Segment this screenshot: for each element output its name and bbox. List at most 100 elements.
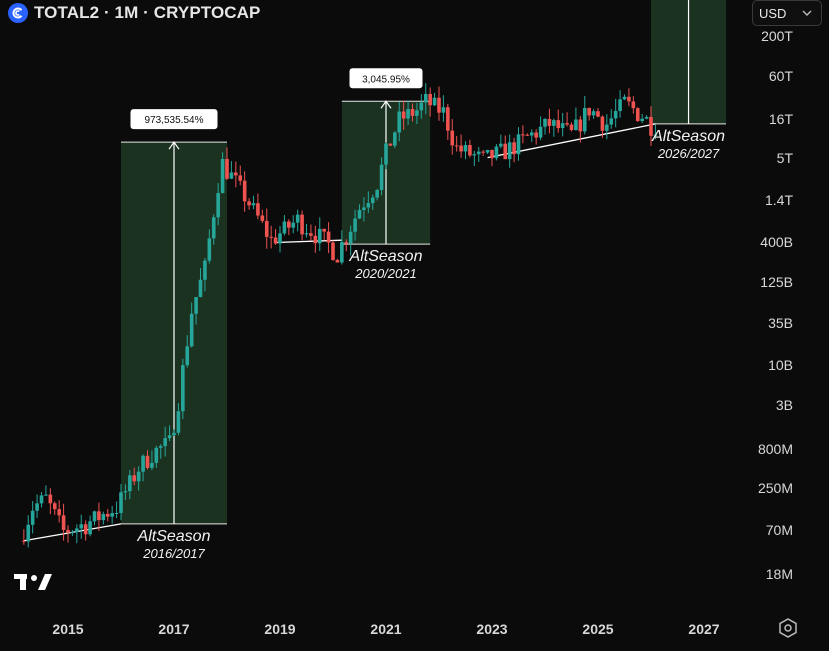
y-tick-label: 1.4T: [765, 192, 793, 208]
candle-body: [278, 233, 282, 244]
candle-body: [441, 107, 446, 113]
candle-body: [538, 126, 543, 138]
candle-body: [468, 145, 472, 156]
candle-body: [189, 313, 194, 347]
candle-body: [574, 119, 578, 131]
candle-body: [97, 511, 101, 521]
candle-body: [547, 118, 552, 126]
candle-body: [145, 455, 150, 468]
candle-body: [379, 164, 384, 190]
candle-body: [428, 93, 432, 106]
candle-body: [26, 524, 31, 542]
trendline: [275, 239, 342, 244]
y-axis[interactable]: 200T 60T 16T 5T 1.4T 400B 125B 35B 10B 3B 800M 250M…: [758, 28, 793, 582]
candle-body: [39, 495, 44, 504]
candle-body: [627, 96, 631, 102]
candle-body: [141, 455, 145, 472]
candle-body: [640, 118, 644, 122]
candle-body: [587, 107, 591, 116]
x-tick-label: 2015: [52, 621, 83, 637]
y-tick-label: 800M: [758, 441, 793, 457]
candle-body: [357, 209, 362, 219]
candle-body: [485, 149, 490, 153]
candle-body: [309, 233, 313, 236]
candle-body: [300, 214, 304, 235]
tradingview-logo-icon[interactable]: [14, 572, 54, 592]
y-tick-label: 70M: [766, 522, 793, 538]
y-tick-label: 16T: [769, 111, 794, 127]
candle-body: [507, 142, 512, 160]
candle-body: [366, 203, 371, 208]
candle-body: [176, 411, 181, 433]
candle-body: [459, 145, 463, 152]
candle-body: [552, 120, 556, 126]
candle-body: [388, 143, 393, 146]
candle-body: [203, 260, 207, 280]
candle-body: [393, 132, 397, 146]
y-tick-label: 200T: [761, 28, 793, 44]
currency-select[interactable]: USD: [752, 0, 822, 26]
candle-body: [185, 346, 190, 366]
candle-body: [295, 214, 300, 223]
y-tick-label: 18M: [766, 566, 793, 582]
candle-body: [384, 143, 388, 165]
candle-body: [114, 513, 119, 515]
candle-body: [225, 158, 229, 179]
x-tick-label: 2023: [476, 621, 507, 637]
candle-body: [52, 503, 57, 510]
candle-body: [326, 231, 331, 243]
altseason-period: 2020/2021: [354, 266, 416, 281]
candle-body: [136, 471, 141, 482]
candle-body: [631, 101, 636, 109]
candle-body: [569, 124, 574, 131]
candle-body: [335, 259, 340, 263]
candle-body: [234, 172, 238, 176]
candle-body: [503, 143, 508, 160]
settings-icon[interactable]: [777, 617, 799, 639]
candle-body: [273, 237, 278, 244]
candle-body: [260, 215, 265, 221]
chevron-down-icon: [802, 10, 812, 16]
candle-body: [110, 513, 114, 517]
candle-body: [119, 492, 123, 514]
x-tick-label: 2021: [370, 621, 401, 637]
candle-body: [35, 503, 39, 511]
candle-body: [397, 111, 402, 133]
altseason-title: AltSeason: [349, 248, 423, 265]
candle-body: [353, 218, 357, 232]
candle-body: [30, 510, 35, 525]
y-tick-label: 60T: [769, 68, 794, 84]
y-tick-label: 125B: [760, 274, 793, 290]
candle-body: [66, 529, 70, 533]
altseason-title: AltSeason: [137, 528, 211, 545]
x-axis[interactable]: 2015 2017 2019 2021 2023 2025 2027: [52, 621, 719, 637]
x-tick-label: 2027: [688, 621, 719, 637]
measure-arrow-head: [380, 100, 392, 109]
candle-body: [132, 475, 137, 482]
symbol-title: TOTAL2 · 1M · CRYPTOCAP: [34, 3, 261, 22]
candle-body: [609, 118, 614, 125]
candle-body: [88, 521, 92, 535]
candle-body: [516, 134, 521, 155]
candle-body: [494, 146, 499, 159]
candle-body: [167, 435, 172, 439]
candle-body: [229, 172, 234, 179]
currency-value: USD: [759, 5, 787, 21]
candle-body: [154, 447, 159, 463]
candle-body: [282, 221, 287, 234]
candle-body: [313, 235, 318, 244]
candle-body: [79, 524, 84, 529]
candle-body: [128, 475, 132, 492]
candle-body: [556, 120, 561, 129]
y-tick-label: 35B: [768, 315, 793, 331]
candle-body: [344, 242, 349, 244]
candle-body: [211, 217, 216, 239]
candle-body: [331, 242, 335, 260]
trendline-layer: [23, 123, 656, 542]
candle-body: [525, 134, 530, 136]
candle-body: [172, 432, 176, 436]
candle-body: [340, 242, 344, 263]
measure-arrow-head: [168, 141, 180, 150]
x-tick-label: 2017: [158, 621, 189, 637]
